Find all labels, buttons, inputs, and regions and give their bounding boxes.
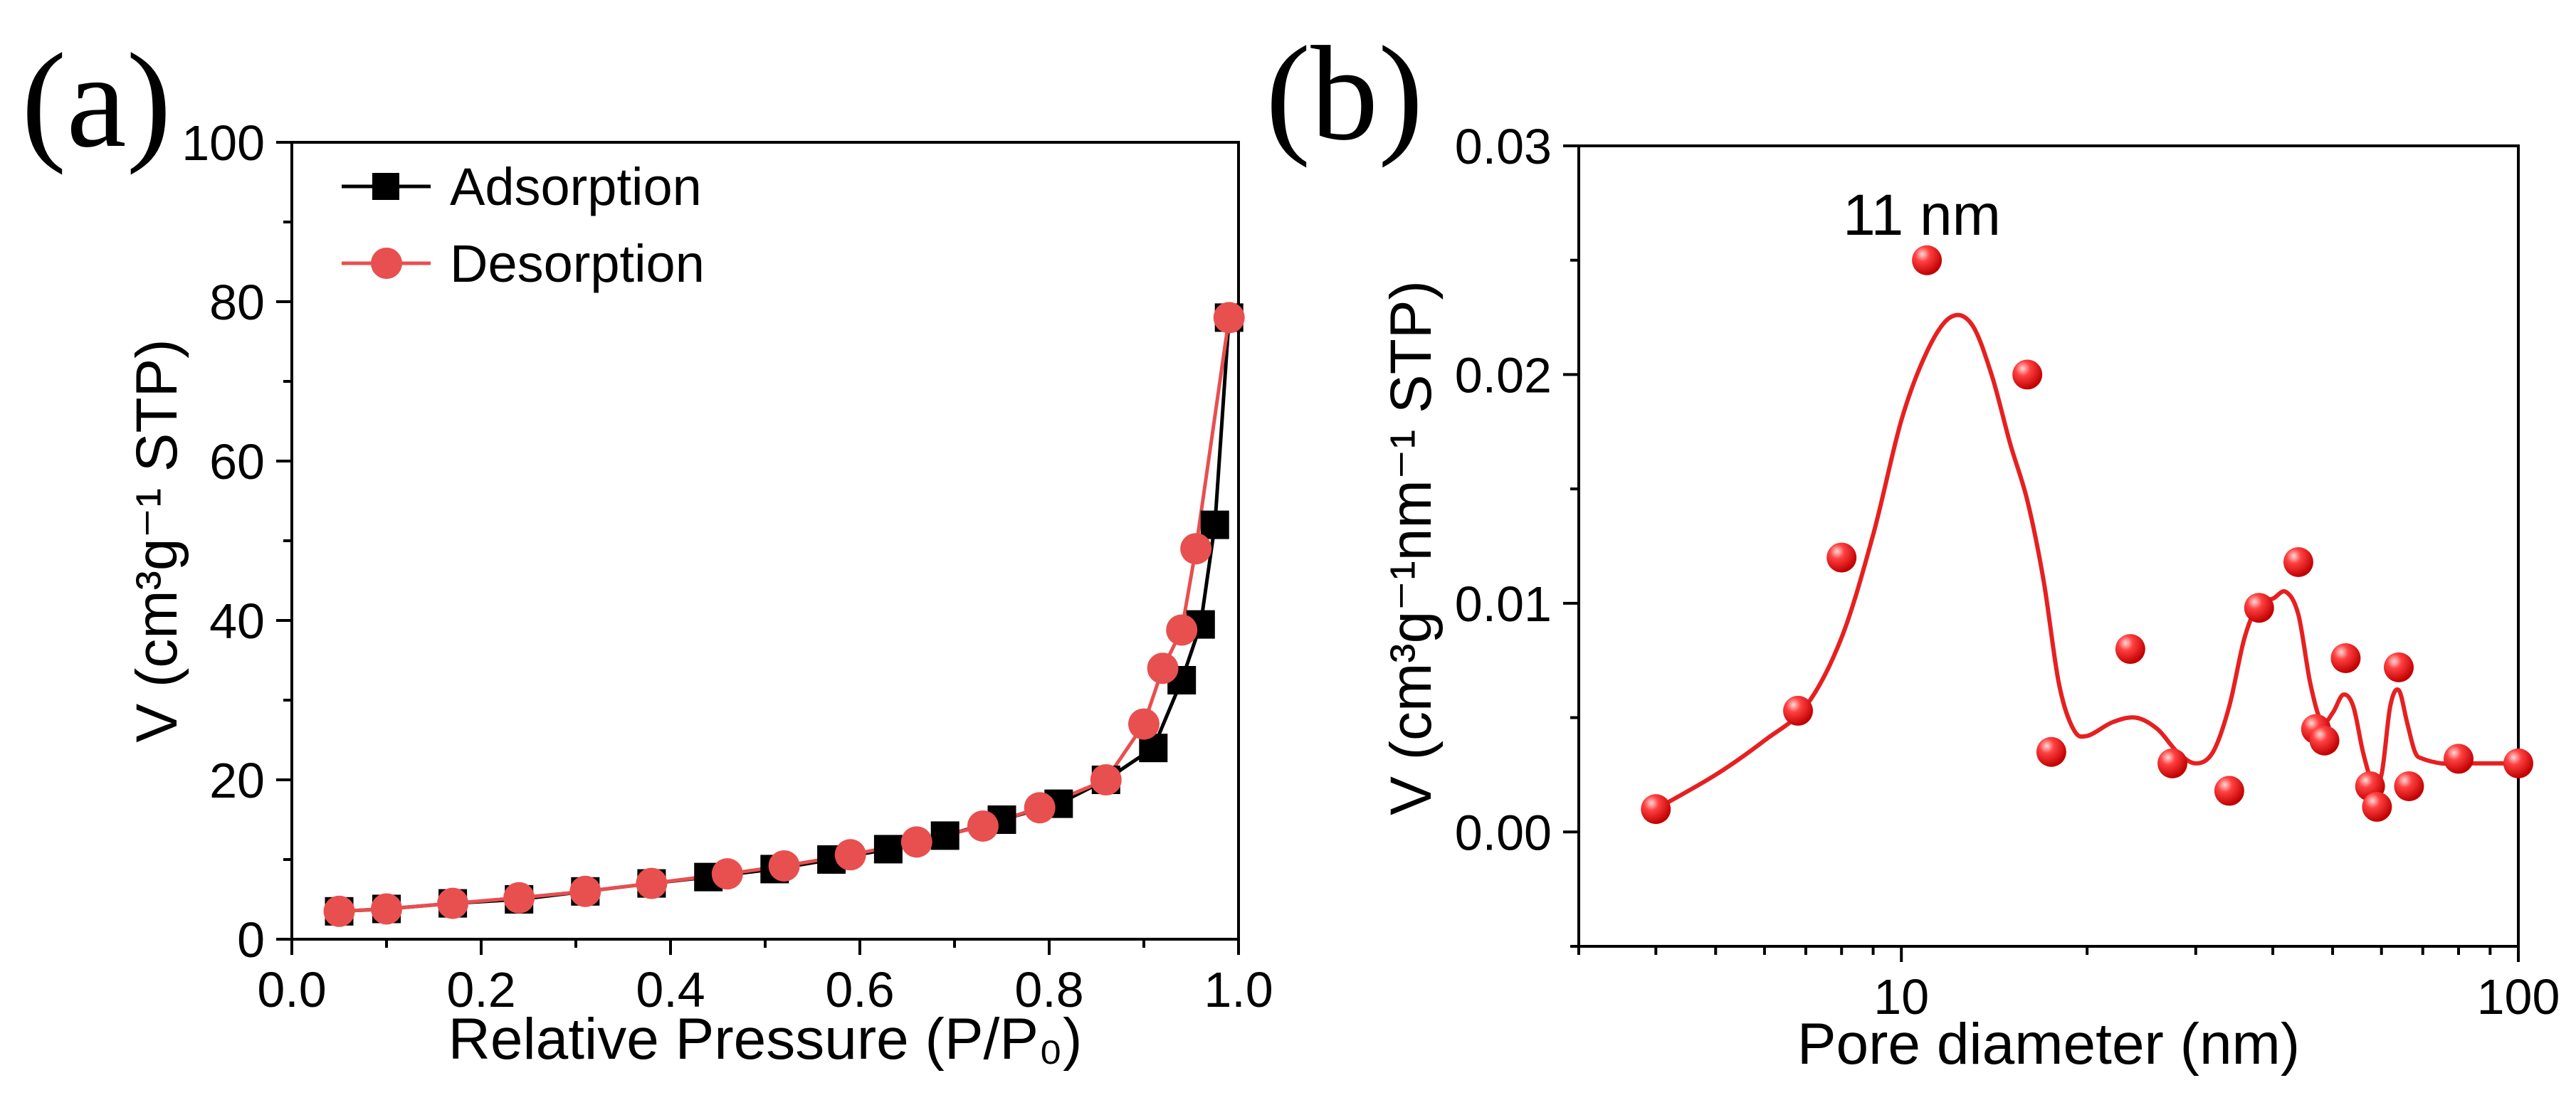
panel-b-ylabel: V (cm³g⁻¹nm⁻¹ STP) (1379, 280, 1444, 815)
panel-a-ytick-label: 80 (209, 275, 265, 330)
panel-a-xtick-label: 0.0 (257, 962, 326, 1017)
panel-b-xtick-label: 100 (2477, 969, 2560, 1025)
panel-a-xtick-label: 0.6 (825, 962, 894, 1017)
panel-b-ytick-label: 0.02 (1455, 347, 1552, 403)
pore-data-point (2214, 776, 2244, 806)
panel-b-label: (b) (1266, 19, 1424, 169)
pore-data-point (2362, 791, 2392, 822)
pore-data-point (2244, 593, 2274, 623)
desorption-point (768, 850, 800, 882)
panel-b: (b) 10 100 0.00 0.01 0.02 0.03 11 nm Pore dia… (1266, 19, 2560, 1077)
pore-data-point (2309, 725, 2340, 756)
pore-data-point (2012, 359, 2043, 390)
desorption-point (834, 839, 866, 871)
pore-data-point (2503, 748, 2533, 778)
legend-adsorption-label: Adsorption (450, 157, 702, 216)
desorption-point (323, 895, 355, 927)
pore-data-point (2157, 748, 2188, 778)
pore-data-point (2115, 634, 2145, 665)
panel-b-ytick-label: 0.03 (1455, 119, 1552, 174)
adsorption-line (339, 317, 1231, 914)
panel-a-frame (290, 141, 1240, 941)
adsorption-point (873, 835, 903, 864)
adsorption-point (930, 821, 960, 850)
desorption-point (1166, 614, 1198, 646)
pore-data-point (2394, 771, 2424, 801)
panel-a-label: (a) (21, 26, 172, 176)
panel-a-ytick-label: 40 (209, 593, 265, 649)
desorption-point (1090, 764, 1122, 795)
panel-b-xlabel: Pore diameter (nm) (1797, 1012, 2300, 1077)
desorption-point (569, 875, 601, 907)
pore-data-point (1641, 794, 1671, 825)
panel-a-xlabel: Relative Pressure (P/P₀) (448, 1007, 1083, 1072)
pore-data-point (1783, 695, 1814, 726)
panel-a-ytick-label: 60 (209, 434, 265, 490)
panel-a-ytick-label: 0 (237, 912, 265, 968)
pore-data-point (2384, 652, 2414, 682)
desorption-point (1180, 533, 1212, 565)
desorption-point (636, 867, 668, 899)
pore-data-point (2283, 547, 2313, 577)
panel-a-xtick-label: 1.0 (1204, 962, 1273, 1017)
panel-a-ticks: 0.0 0.2 0.4 0.6 0.8 1.0 0 20 40 60 80 100 (182, 115, 1273, 1017)
panel-b-points (1641, 245, 2533, 825)
peak-annotation: 11 nm (1843, 183, 2001, 248)
panel-b-ytick-label: 0.00 (1455, 805, 1552, 860)
panel-a-ytick-label: 20 (209, 753, 265, 808)
desorption-point (1147, 652, 1179, 684)
panel-a-xtick-label: 0.4 (636, 962, 705, 1017)
panel-b-ytick-label: 0.01 (1455, 576, 1552, 632)
pore-data-point (1826, 542, 1857, 573)
adsorption-point (1200, 510, 1229, 539)
panel-a: (a) 0.0 0.2 0.4 0.6 0.8 1.0 0 20 40 60 80 100 Adsor… (21, 26, 1273, 1072)
desorption-line (339, 317, 1231, 914)
panel-a-series (323, 302, 1245, 927)
pore-data-point (2444, 744, 2474, 774)
pore-data-point (2036, 736, 2066, 767)
pore-data-point (1912, 245, 1942, 275)
desorption-point (503, 882, 535, 914)
pore-data-point (2330, 643, 2361, 673)
desorption-point (900, 826, 932, 858)
legend-desorption-marker (371, 248, 402, 279)
legend-adsorption-marker (372, 173, 399, 200)
legend-desorption-label: Desorption (450, 234, 705, 293)
panel-a-legend: Adsorption Desorption (342, 157, 705, 293)
desorption-point (1024, 792, 1056, 824)
desorption-point (711, 858, 743, 890)
desorption-point (437, 887, 469, 919)
panel-a-ylabel: V (cm³g⁻¹ STP) (125, 339, 189, 742)
desorption-point (1213, 302, 1245, 334)
panel-b-xtick-label: 10 (1873, 969, 1929, 1025)
panel-b-ticks: 10 100 0.00 0.01 0.02 0.03 (1455, 119, 2560, 1025)
panel-a-xtick-label: 0.8 (1014, 962, 1083, 1017)
desorption-point (371, 893, 402, 925)
pore-fit-curve (1654, 312, 2518, 811)
panel-a-xtick-label: 0.2 (446, 962, 515, 1017)
panel-a-ytick-label: 100 (182, 115, 265, 171)
panel-b-frame (1577, 144, 2520, 948)
desorption-point (967, 810, 999, 842)
panel-b-curve-group (1654, 312, 2518, 811)
desorption-point (1128, 708, 1160, 740)
